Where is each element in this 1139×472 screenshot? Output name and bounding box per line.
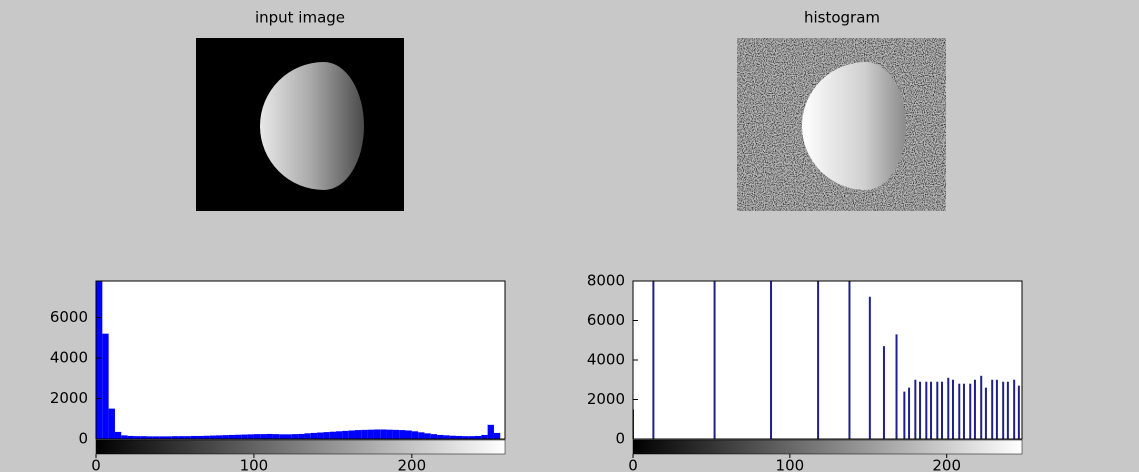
bar <box>468 436 475 439</box>
image-title: histogram <box>804 9 880 27</box>
bar <box>329 431 337 439</box>
bar <box>216 435 223 439</box>
y-tick-label: 6000 <box>50 308 88 326</box>
bar <box>317 432 324 439</box>
bar <box>462 436 469 439</box>
bar <box>96 281 103 439</box>
y-tick-label: 2000 <box>50 389 88 407</box>
x-tick-label: 0 <box>628 457 638 472</box>
y-tick-label: 8000 <box>587 272 625 290</box>
input-image <box>196 38 404 211</box>
x-tick-label: 200 <box>932 457 961 472</box>
bar <box>146 436 153 439</box>
bar <box>481 434 488 439</box>
marks <box>633 281 1020 439</box>
bar <box>405 430 412 439</box>
bar <box>114 431 122 439</box>
bar <box>171 436 179 439</box>
bar <box>437 434 444 439</box>
axes-frame <box>95 280 506 440</box>
bar <box>386 429 393 439</box>
plot-area <box>96 281 505 439</box>
bar <box>197 435 204 439</box>
bar <box>165 436 172 439</box>
image-title: input image <box>255 9 345 27</box>
bar <box>121 435 128 439</box>
bar <box>133 436 141 439</box>
bar <box>336 431 343 439</box>
bar <box>222 435 229 439</box>
bar <box>209 435 217 439</box>
bar <box>102 333 109 439</box>
bar <box>234 434 242 439</box>
y-tick-label: 0 <box>78 430 88 448</box>
bar <box>178 436 185 439</box>
x-tick-label: 100 <box>776 457 805 472</box>
bar <box>411 431 419 439</box>
histogram-axes: 0 2000 4000 6000 0 100 200 <box>50 280 506 472</box>
bar <box>203 435 210 439</box>
bar <box>241 434 248 439</box>
histogram-axes: 0 2000 4000 6000 8000 0 100 200 <box>587 272 1023 472</box>
bar <box>108 408 115 439</box>
bar <box>272 434 280 439</box>
bar <box>361 429 368 439</box>
equalized-image <box>737 38 946 211</box>
bar <box>285 434 292 439</box>
bar <box>399 430 406 439</box>
bar <box>380 429 387 439</box>
bar <box>474 435 482 439</box>
bar <box>228 434 235 439</box>
bar <box>430 434 438 439</box>
bar <box>190 435 198 439</box>
bar <box>354 430 362 439</box>
x-tick-label: 200 <box>398 457 427 472</box>
y-tick-label: 2000 <box>587 390 625 408</box>
bar <box>493 432 501 439</box>
bar <box>159 436 166 439</box>
bar <box>140 436 147 439</box>
bar <box>392 429 400 439</box>
y-tick-label: 0 <box>615 430 625 448</box>
bar <box>184 436 191 439</box>
bar <box>424 433 431 439</box>
bar <box>266 433 273 439</box>
y-tick-label: 6000 <box>587 311 625 329</box>
marks <box>96 281 501 439</box>
x-tick-label: 0 <box>91 457 101 472</box>
plot-area <box>633 281 1022 439</box>
bar <box>323 432 330 439</box>
bar <box>443 435 450 439</box>
bar <box>291 434 299 439</box>
bar <box>367 429 374 439</box>
bar <box>456 435 463 439</box>
bar <box>152 436 160 439</box>
colorbar <box>632 439 1023 455</box>
bar <box>310 432 318 439</box>
bar <box>487 424 494 439</box>
y-tick-label: 4000 <box>50 348 88 366</box>
colorbar <box>95 439 506 455</box>
y-tick-label: 4000 <box>587 351 625 369</box>
bar <box>298 433 305 439</box>
bar <box>127 435 134 439</box>
bar <box>348 430 355 439</box>
bar <box>253 434 261 439</box>
bar <box>279 434 286 439</box>
bar <box>373 429 381 439</box>
bar <box>304 433 311 439</box>
bar <box>342 430 349 439</box>
x-tick-label: 100 <box>240 457 269 472</box>
bar <box>418 432 425 439</box>
bar <box>449 435 457 439</box>
bar <box>260 434 267 439</box>
bar <box>247 434 254 439</box>
